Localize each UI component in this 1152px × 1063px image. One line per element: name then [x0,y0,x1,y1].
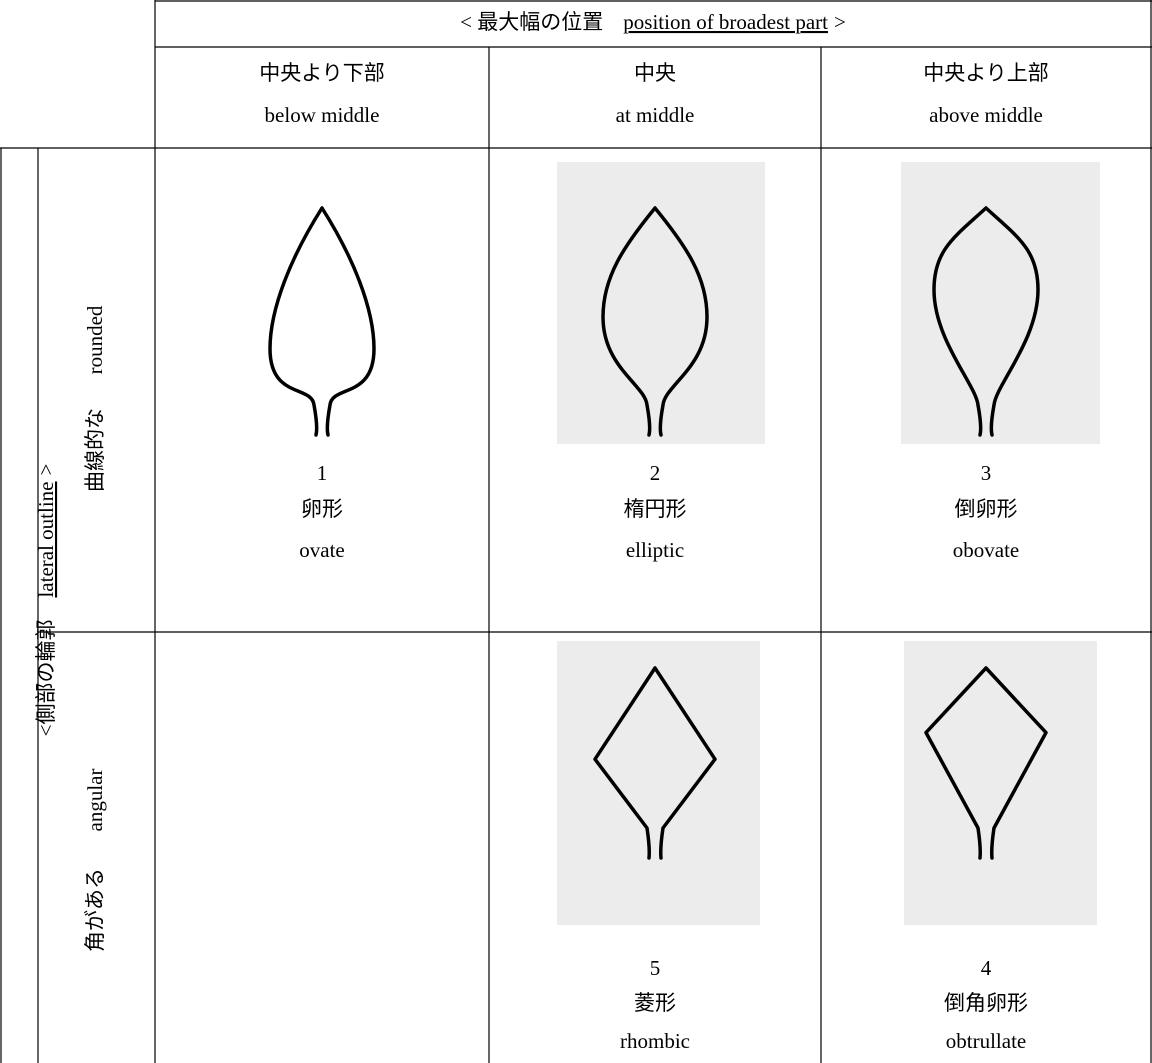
shape-en: ovate [299,538,344,562]
shape-ja: 菱形 [634,991,676,1015]
side-prefix: <側部の輪郭 [34,620,58,737]
shape-en: obtrullate [946,1029,1026,1053]
row-label-en: rounded [83,305,107,374]
leaf-outline [601,206,709,437]
shape-ja: 卵形 [301,497,343,521]
shape-number: 1 [317,461,328,485]
column-en: below middle [265,103,380,127]
header-prefix: < 最大幅の位置 [460,10,603,34]
side-underlined: lateral outline [34,481,58,597]
header-underlined: position of broadest part [623,10,828,34]
photo-frame [557,162,765,444]
leaf-outline [593,666,717,860]
photo-frame [904,641,1097,925]
side-label: <側部の輪郭 lateral outline > [34,464,58,737]
shape-ja: 倒角卵形 [944,991,1028,1015]
column-en: at middle [616,103,695,127]
column-ja: 中央より下部 [259,61,385,85]
leaf-outline [924,666,1048,860]
shape-number: 3 [981,461,992,485]
row-label: 角がある [83,868,107,952]
photo-frame [901,162,1100,444]
header-title: < 最大幅の位置 position of broadest part > [460,10,846,34]
shape-number: 5 [650,956,661,980]
side-suffix: > [34,464,58,476]
shape-en: rhombic [620,1029,690,1053]
shape-en: elliptic [626,538,684,562]
shape-en: obovate [953,538,1019,562]
leaf-outline [932,206,1040,437]
photo-frame [557,641,760,925]
row-label-en: angular [83,769,107,832]
shape-ja: 倒卵形 [955,497,1018,521]
column-ja: 中央 [634,61,676,85]
header-suffix: > [834,10,846,34]
leaf-outline [268,206,376,437]
shape-ja: 楕円形 [624,497,687,521]
shape-number: 4 [981,956,992,980]
column-ja: 中央より上部 [923,61,1049,85]
row-label: 曲線的な [83,408,107,492]
column-en: above middle [929,103,1043,127]
shape-number: 2 [650,461,661,485]
